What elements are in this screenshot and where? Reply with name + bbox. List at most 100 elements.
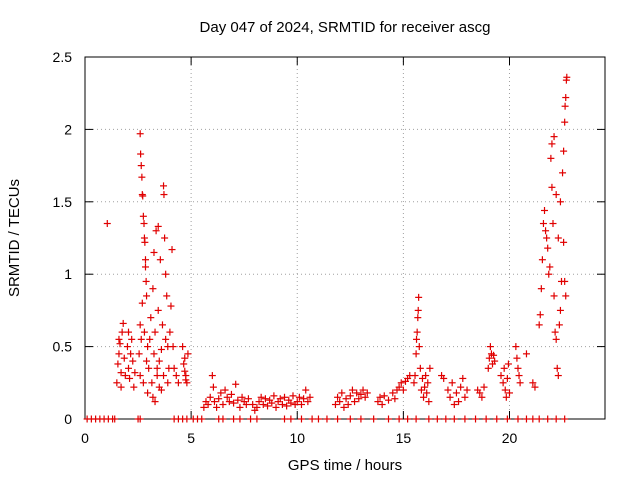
x-axis-label: GPS time / hours <box>288 457 402 474</box>
data-point <box>287 399 295 407</box>
x-tick-label: 10 <box>289 430 305 446</box>
data-point <box>153 364 161 372</box>
data-point <box>440 374 448 382</box>
data-point <box>238 393 246 401</box>
data-point <box>242 401 250 409</box>
data-point <box>537 285 545 293</box>
data-point <box>361 393 369 401</box>
data-point <box>542 227 550 235</box>
data-point <box>306 393 314 401</box>
data-point <box>289 392 297 400</box>
data-point <box>160 372 168 380</box>
data-point <box>139 192 147 200</box>
data-point <box>433 415 441 423</box>
data-point <box>414 306 422 314</box>
data-point <box>538 256 546 264</box>
data-point <box>463 386 471 394</box>
data-point <box>410 379 418 387</box>
data-point <box>144 343 152 351</box>
data-point <box>340 403 348 411</box>
data-point <box>183 415 191 423</box>
data-point <box>111 415 119 423</box>
data-point <box>535 415 543 423</box>
data-point <box>503 374 511 382</box>
data-point <box>414 314 422 322</box>
data-point <box>146 335 154 343</box>
data-point <box>363 389 371 397</box>
data-point <box>561 102 569 110</box>
data-point <box>499 379 507 387</box>
data-point <box>416 364 424 372</box>
data-point <box>144 389 152 397</box>
data-point <box>552 335 560 343</box>
data-point <box>424 379 432 387</box>
data-point <box>415 343 423 351</box>
data-point <box>355 395 363 403</box>
data-point <box>253 403 261 411</box>
data-point <box>181 367 189 375</box>
data-point <box>461 393 469 401</box>
data-point <box>255 398 263 406</box>
data-point <box>155 357 163 365</box>
data-point <box>232 380 240 388</box>
data-point <box>535 321 543 329</box>
data-point <box>181 354 189 362</box>
data-point <box>118 328 126 336</box>
data-point <box>129 357 137 365</box>
data-point <box>198 415 206 423</box>
data-point <box>150 248 158 256</box>
data-point <box>150 350 158 358</box>
data-point <box>120 354 128 362</box>
data-point <box>413 335 421 343</box>
data-point <box>147 314 155 322</box>
data-point <box>545 270 553 278</box>
data-point <box>149 393 157 401</box>
y-tick-labels: 0 0.5 1 1.5 2 2.5 <box>53 49 73 427</box>
data-point <box>552 191 560 199</box>
data-point <box>223 393 231 401</box>
data-point <box>259 401 267 409</box>
data-point <box>500 364 508 372</box>
data-point <box>389 389 397 397</box>
data-point <box>357 415 365 423</box>
data-point <box>297 415 305 423</box>
data-point <box>397 379 405 387</box>
data-point <box>152 227 160 235</box>
data-point <box>553 364 561 372</box>
x-tick-labels: 0 5 10 15 20 <box>81 430 517 446</box>
data-point <box>331 401 339 409</box>
data-point <box>293 398 301 406</box>
data-point <box>121 372 129 380</box>
data-point <box>374 398 382 406</box>
data-point <box>423 389 431 397</box>
data-point <box>126 374 134 382</box>
data-point <box>131 369 139 377</box>
data-point <box>491 357 499 365</box>
data-point <box>151 398 159 406</box>
data-point <box>512 343 520 351</box>
data-point <box>529 415 537 423</box>
data-point <box>515 372 523 380</box>
data-point <box>559 169 567 177</box>
data-point <box>206 393 214 401</box>
data-point <box>179 343 187 351</box>
plot-area-border <box>84 56 606 420</box>
data-point <box>551 328 559 336</box>
data-point <box>452 389 460 397</box>
data-point <box>170 364 178 372</box>
data-point <box>272 403 280 411</box>
data-point <box>425 415 433 423</box>
data-point <box>261 395 269 403</box>
data-point <box>158 321 166 329</box>
data-point <box>103 220 111 228</box>
data-point <box>209 383 217 391</box>
data-point <box>180 360 188 368</box>
data-point <box>161 234 169 242</box>
data-point <box>210 398 218 406</box>
data-point <box>342 395 350 403</box>
data-point <box>172 372 180 380</box>
data-point <box>562 292 570 300</box>
data-point <box>136 415 144 423</box>
data-point <box>287 415 295 423</box>
